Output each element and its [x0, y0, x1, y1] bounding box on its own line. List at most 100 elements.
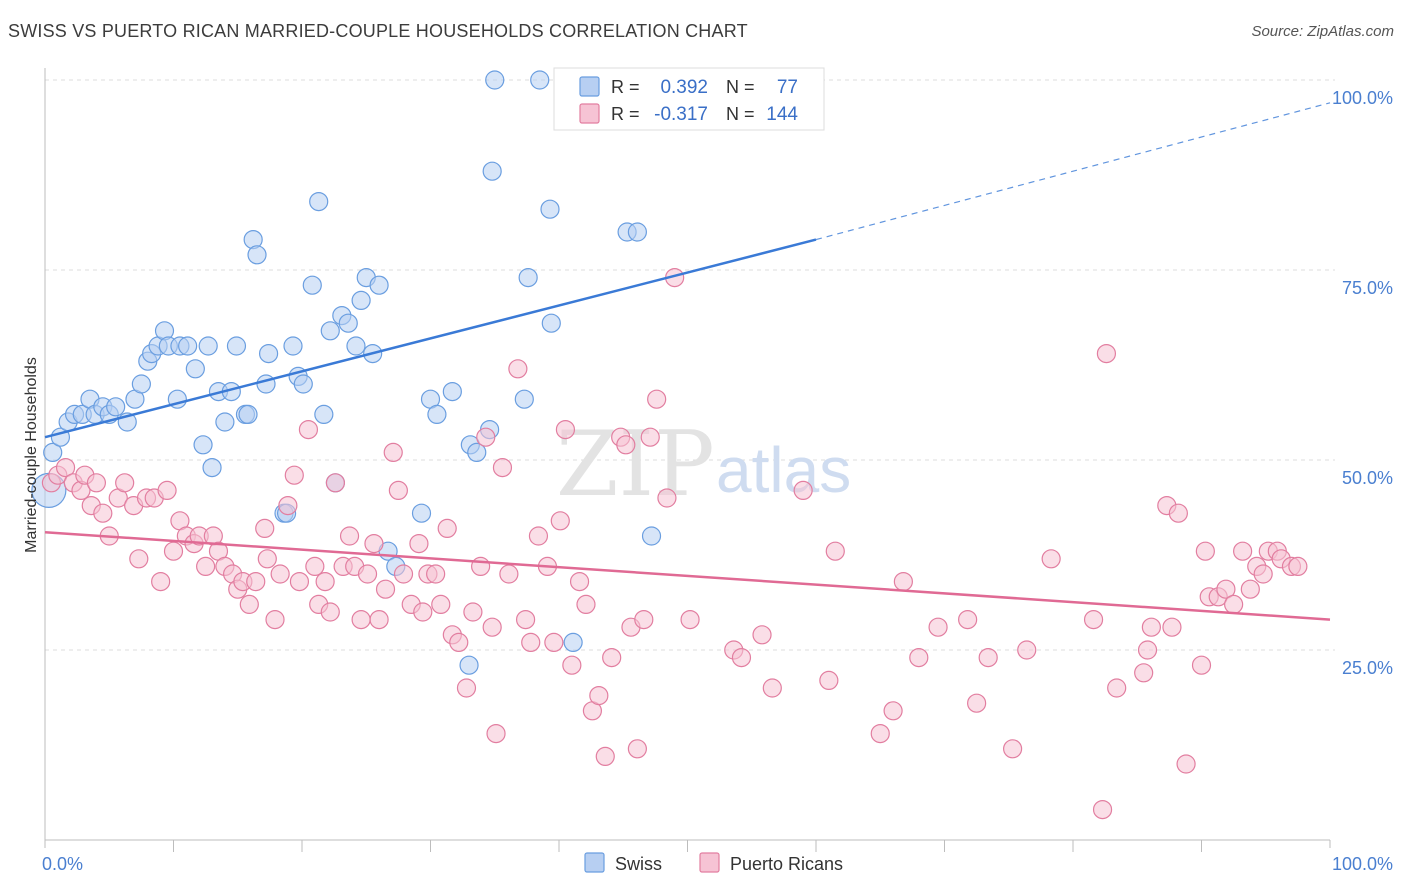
data-point [185, 359, 205, 379]
data-point [255, 518, 275, 539]
data-point [515, 609, 536, 630]
legend-r-value: 0.392 [660, 77, 708, 98]
data-point [793, 480, 813, 500]
data-point [909, 647, 929, 668]
trend-line-extension [815, 102, 1331, 241]
data-point [1134, 663, 1154, 683]
data-point [482, 617, 502, 637]
trend-line [44, 530, 1331, 621]
watermark-zip: ZIP [556, 412, 715, 517]
data-point [1083, 609, 1104, 630]
data-point [413, 602, 433, 622]
data-point [289, 571, 310, 592]
data-point [339, 526, 360, 546]
data-point [309, 192, 329, 212]
data-point [357, 564, 378, 584]
data-point [540, 199, 560, 219]
data-point [627, 739, 647, 759]
legend-r-label: R = [611, 104, 640, 124]
data-point [298, 420, 319, 440]
data-point [302, 275, 322, 295]
data-point [482, 161, 502, 181]
data-point [43, 442, 63, 462]
data-point [967, 693, 987, 713]
legend-n-label: N = [726, 77, 755, 97]
data-point [641, 526, 662, 546]
data-point [518, 268, 538, 288]
data-point [499, 564, 519, 584]
data-point [1041, 549, 1061, 569]
data-point [819, 670, 839, 691]
legend-n-value: 144 [766, 104, 798, 125]
data-point [437, 518, 457, 539]
data-point [563, 632, 583, 653]
data-point [151, 571, 171, 592]
data-point [106, 397, 126, 417]
data-point [544, 632, 564, 653]
trend-lines [44, 102, 1331, 621]
data-point [157, 480, 177, 500]
data-point [246, 571, 266, 592]
legend-r-label: R = [611, 77, 640, 97]
data-point [351, 609, 371, 630]
data-point [442, 382, 462, 402]
data-point [870, 723, 890, 744]
data-point [657, 488, 677, 508]
data-point [320, 321, 340, 341]
data-point [293, 374, 313, 394]
data-point [463, 602, 483, 622]
data-point [131, 374, 151, 394]
data-point [595, 746, 615, 767]
data-point [93, 503, 113, 523]
data-point [383, 442, 403, 462]
data-point [958, 609, 978, 630]
data-point [541, 313, 561, 333]
data-point [315, 571, 335, 592]
data-point [569, 571, 590, 592]
data-point [115, 473, 135, 493]
data-point [1253, 564, 1273, 584]
data-point [1224, 594, 1244, 615]
data-point [364, 533, 384, 554]
data-point [521, 632, 541, 653]
data-point [1141, 617, 1161, 637]
data-point [258, 344, 279, 364]
data-point [388, 480, 408, 500]
chart-title: SWISS VS PUERTO RICAN MARRIED-COUPLE HOU… [8, 21, 748, 41]
data-point [1137, 640, 1158, 660]
data-point [514, 389, 534, 409]
data-point [247, 245, 267, 265]
y-tick-labels: 25.0% 50.0% 75.0% 100.0% [1332, 88, 1393, 678]
data-point [459, 655, 479, 675]
data-point [471, 556, 491, 577]
data-point [562, 655, 582, 675]
y-tick-label: 75.0% [1342, 278, 1393, 298]
data-point [202, 458, 222, 478]
bottom-legend-swatch [699, 852, 720, 873]
data-point [1216, 579, 1236, 599]
data-point [634, 609, 654, 630]
data-point [530, 70, 550, 90]
legend-n-label: N = [726, 104, 755, 124]
data-point [351, 290, 371, 310]
data-point [978, 647, 998, 668]
data-point [314, 404, 334, 424]
y-axis-label: Married-couple Households [23, 357, 40, 553]
data-point [265, 609, 285, 630]
data-point [492, 458, 513, 478]
data-point [226, 336, 247, 356]
data-point [163, 541, 184, 561]
trend-line [44, 238, 817, 439]
data-point [486, 723, 506, 744]
data-point [375, 579, 396, 599]
data-point [270, 564, 290, 584]
data-point [283, 336, 303, 356]
y-tick-label: 25.0% [1342, 658, 1393, 678]
data-point [1240, 579, 1260, 599]
data-point [1176, 754, 1196, 774]
data-point [238, 404, 258, 424]
data-point [762, 678, 782, 698]
legend-n-value: 77 [777, 77, 798, 98]
data-point [1288, 556, 1308, 577]
